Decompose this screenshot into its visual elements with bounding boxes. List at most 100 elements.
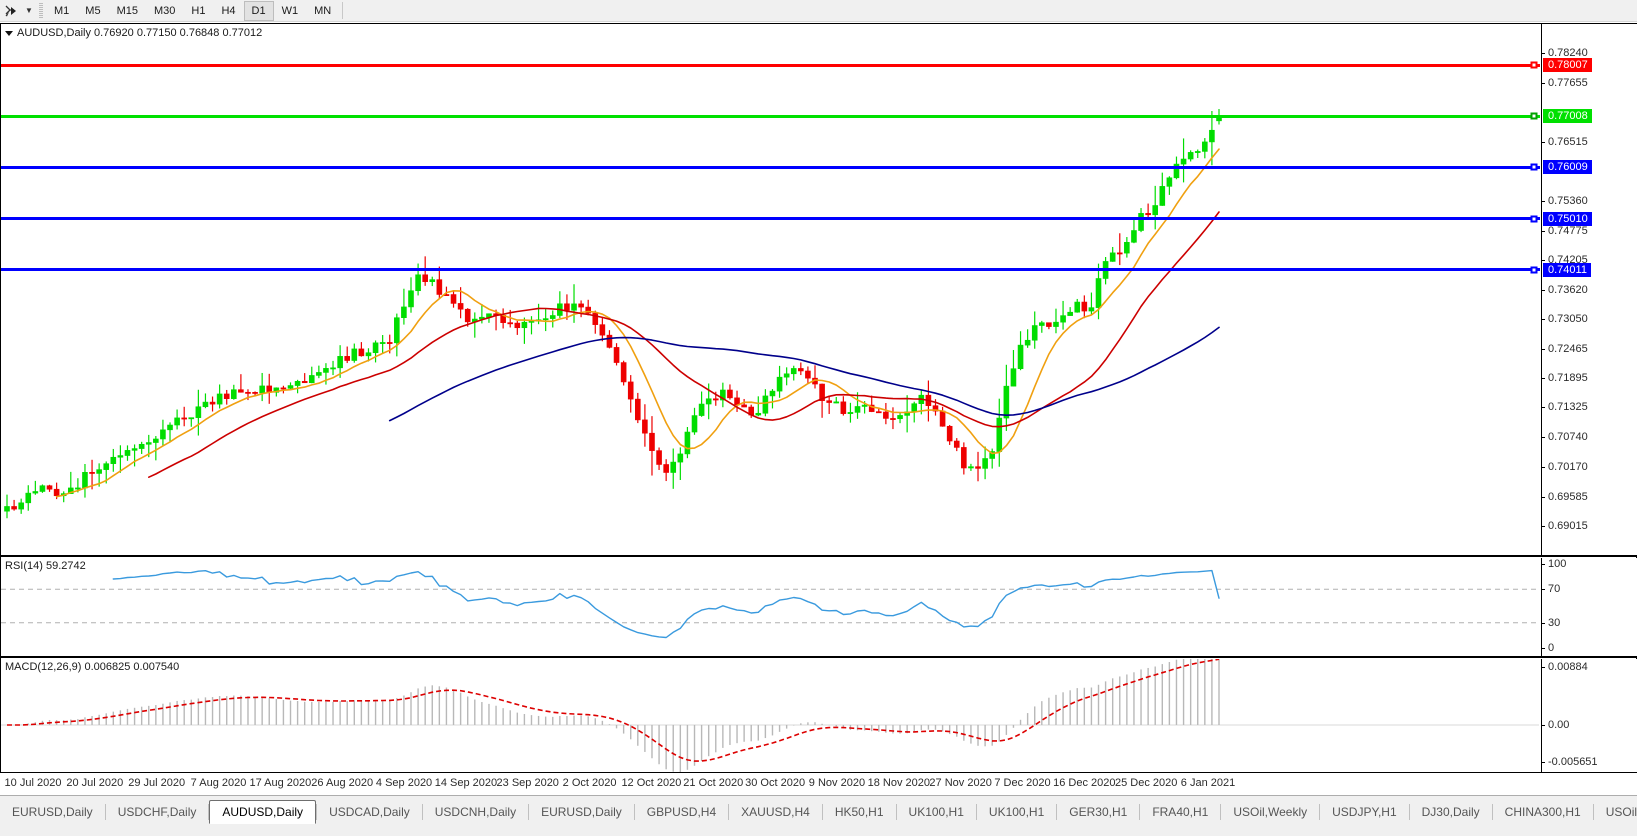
cursor-crosshair-icon[interactable] bbox=[0, 1, 22, 21]
tab-divider bbox=[975, 804, 977, 820]
red-line-anchor-handle[interactable] bbox=[1530, 61, 1538, 69]
price-candlestick-plot bbox=[4, 109, 1222, 519]
price-pane-divider bbox=[1, 555, 1636, 557]
macd-pane[interactable]: MACD(12,26,9) 0.006825 0.007540 0.00884 0… bbox=[1, 659, 1637, 772]
blue1-line-anchor-handle[interactable] bbox=[1530, 163, 1538, 171]
symbol-collapse-caret-icon[interactable] bbox=[5, 31, 13, 36]
chart-tab-gbpusd-h4[interactable]: GBPUSD,H4 bbox=[646, 805, 717, 819]
toolbar-dropdown-caret-icon[interactable]: ▼ bbox=[25, 6, 33, 15]
price-level-badge-0.76009[interactable]: 0.76009 bbox=[1543, 160, 1592, 175]
chart-tab-audusd-daily[interactable]: AUDUSD,Daily bbox=[209, 800, 317, 824]
rsi-tick: 30 bbox=[1542, 617, 1560, 629]
blue3-line-anchor-handle[interactable] bbox=[1530, 266, 1538, 274]
price-level-badge-0.77008[interactable]: 0.77008 bbox=[1543, 109, 1592, 124]
price-tick: 0.69015 bbox=[1542, 520, 1588, 532]
chart-tab-usoil-[interactable]: USOil, bbox=[1605, 805, 1637, 819]
chart-tab-uk100-h1[interactable]: UK100,H1 bbox=[988, 805, 1045, 819]
tab-divider bbox=[633, 804, 635, 820]
tab-divider bbox=[528, 804, 530, 820]
price-tick: 0.76515 bbox=[1542, 136, 1588, 148]
blue2-line-anchor-handle[interactable] bbox=[1530, 215, 1538, 223]
chart-tab-eurusd-daily[interactable]: EURUSD,Daily bbox=[12, 805, 93, 819]
timeframe-button-mn[interactable]: MN bbox=[314, 4, 332, 17]
rsi-pane[interactable]: RSI(14) 59.2742 100 70 30 0 bbox=[1, 558, 1637, 656]
macd-tick: -0.005651 bbox=[1542, 756, 1598, 768]
toolbar-grip-icon[interactable] bbox=[36, 2, 46, 20]
chart-tab-usoil-weekly[interactable]: USOil,Weekly bbox=[1233, 805, 1308, 819]
price-level-badge-0.75010[interactable]: 0.75010 bbox=[1543, 211, 1592, 226]
timeframe-button-m15[interactable]: M15 bbox=[116, 4, 138, 17]
green-level-line[interactable] bbox=[1, 114, 1540, 118]
blue-level-line-2[interactable] bbox=[1, 217, 1540, 221]
price-tick: 0.70740 bbox=[1542, 431, 1588, 443]
timeframe-button-m1[interactable]: M1 bbox=[54, 4, 70, 17]
toolbar-divider bbox=[342, 2, 344, 19]
time-tick: 21 Oct 2020 bbox=[683, 777, 744, 789]
tab-divider bbox=[208, 804, 210, 820]
red-resistance-line[interactable] bbox=[1, 63, 1540, 67]
price-tick: 0.70170 bbox=[1542, 461, 1588, 473]
time-tick: 10 Jul 2020 bbox=[4, 777, 62, 789]
price-tick: 0.73620 bbox=[1542, 284, 1588, 296]
time-tick: 7 Aug 2020 bbox=[190, 777, 247, 789]
time-tick: 23 Sep 2020 bbox=[496, 777, 559, 789]
timeframe-toolbar: ▼ M1 M5 M15 M30 H1 H4 D1 W1 MN bbox=[0, 0, 1637, 22]
chart-tab-china300-h1[interactable]: CHINA300,H1 bbox=[1504, 805, 1581, 819]
blue-level-line-3[interactable] bbox=[1, 268, 1540, 272]
time-tick: 25 Dec 2020 bbox=[1114, 777, 1178, 789]
timeframe-button-m5[interactable]: M5 bbox=[85, 4, 101, 17]
chart-tab-eurusd-daily[interactable]: EURUSD,Daily bbox=[541, 805, 622, 819]
price-tick: 0.72465 bbox=[1542, 343, 1588, 355]
chart-tab-bar[interactable]: EURUSD,Daily USDCHF,Daily AUDUSD,Daily USDC… bbox=[0, 795, 1637, 836]
price-tick: 0.74775 bbox=[1542, 225, 1588, 237]
chart-tab-ger30-h1[interactable]: GER30,H1 bbox=[1069, 805, 1128, 819]
tab-divider bbox=[821, 804, 823, 820]
price-level-badge-0.78007[interactable]: 0.78007 bbox=[1543, 58, 1592, 73]
tab-divider bbox=[728, 804, 730, 820]
tab-divider bbox=[1220, 804, 1222, 820]
chart-tab-usdchf-daily[interactable]: USDCHF,Daily bbox=[117, 805, 197, 819]
macd-plot bbox=[1, 659, 1539, 772]
time-tick: 7 Dec 2020 bbox=[994, 777, 1051, 789]
price-tick: 0.77655 bbox=[1542, 77, 1588, 89]
chart-tab-usdjpy-h1[interactable]: USDJPY,H1 bbox=[1332, 805, 1397, 819]
tab-divider bbox=[1491, 804, 1493, 820]
timeframe-button-h1[interactable]: H1 bbox=[191, 4, 206, 17]
timeframe-button-w1[interactable]: W1 bbox=[281, 4, 299, 17]
time-tick: 12 Oct 2020 bbox=[621, 777, 682, 789]
macd-scale[interactable]: 0.00884 0.00 -0.005651 bbox=[1541, 659, 1637, 772]
chart-tab-uk100-h1[interactable]: UK100,H1 bbox=[908, 805, 964, 819]
chart-tab-fra40-h1[interactable]: FRA40,H1 bbox=[1152, 805, 1209, 819]
timeframe-button-m30[interactable]: M30 bbox=[153, 4, 176, 17]
price-tick: 0.78240 bbox=[1542, 47, 1588, 59]
chart-tab-dj30-daily[interactable]: DJ30,Daily bbox=[1421, 805, 1480, 819]
chart-tab-usdcnh-daily[interactable]: USDCNH,Daily bbox=[434, 805, 517, 819]
tab-divider bbox=[895, 804, 897, 820]
time-axis[interactable]: 10 Jul 2020 20 Jul 2020 29 Jul 2020 7 Aug 2… bbox=[0, 774, 1637, 794]
chart-tab-usdcad-daily[interactable]: USDCAD,Daily bbox=[329, 805, 410, 819]
time-tick: 27 Nov 2020 bbox=[929, 777, 992, 789]
blue-level-line-1[interactable] bbox=[1, 165, 1540, 169]
time-tick: 20 Jul 2020 bbox=[66, 777, 124, 789]
chart-tab-hk50-h1[interactable]: HK50,H1 bbox=[834, 805, 884, 819]
tab-divider bbox=[421, 804, 423, 820]
rsi-tick: 70 bbox=[1542, 583, 1560, 595]
rsi-plot bbox=[1, 569, 1539, 639]
chart-tab-xauusd-h4[interactable]: XAUUSD,H4 bbox=[741, 805, 810, 819]
tab-divider bbox=[316, 804, 318, 820]
price-tick: 0.69585 bbox=[1542, 491, 1588, 503]
green-line-anchor-handle[interactable] bbox=[1530, 112, 1538, 120]
price-pane[interactable]: AUDUSD,Daily 0.76920 0.77150 0.76848 0.7… bbox=[1, 24, 1637, 555]
time-tick: 30 Oct 2020 bbox=[745, 777, 806, 789]
chart-area[interactable]: AUDUSD,Daily 0.76920 0.77150 0.76848 0.7… bbox=[0, 23, 1637, 773]
time-tick: 26 Aug 2020 bbox=[311, 777, 374, 789]
timeframe-button-d1[interactable]: D1 bbox=[243, 0, 274, 21]
time-tick: 29 Jul 2020 bbox=[128, 777, 186, 789]
tab-divider bbox=[104, 804, 106, 820]
rsi-scale[interactable]: 100 70 30 0 bbox=[1541, 558, 1637, 656]
price-level-badge-0.74011[interactable]: 0.74011 bbox=[1543, 262, 1591, 277]
price-scale[interactable]: 0.78240 0.77655 0.76515 0.75360 0.74775 0.742… bbox=[1541, 24, 1637, 555]
timeframe-button-h4[interactable]: H4 bbox=[221, 4, 236, 17]
time-tick: 4 Sep 2020 bbox=[375, 777, 433, 789]
